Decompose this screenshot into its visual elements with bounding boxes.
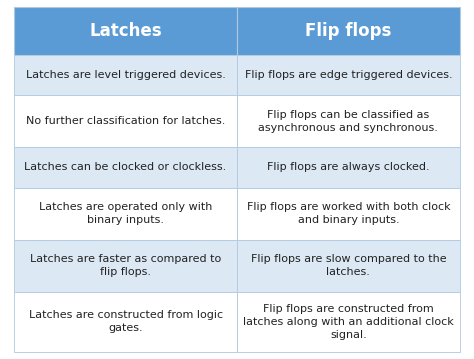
Text: Flip flops are constructed from
latches along with an additional clock
signal.: Flip flops are constructed from latches … bbox=[243, 304, 454, 340]
Text: Latches: Latches bbox=[89, 22, 162, 40]
FancyBboxPatch shape bbox=[237, 239, 460, 292]
FancyBboxPatch shape bbox=[237, 55, 460, 95]
FancyBboxPatch shape bbox=[237, 187, 460, 239]
FancyBboxPatch shape bbox=[237, 292, 460, 352]
Text: Flip flops are slow compared to the
latches.: Flip flops are slow compared to the latc… bbox=[251, 254, 446, 277]
Text: Latches are level triggered devices.: Latches are level triggered devices. bbox=[26, 70, 226, 80]
FancyBboxPatch shape bbox=[14, 7, 237, 55]
Text: Latches can be clocked or clockless.: Latches can be clocked or clockless. bbox=[25, 163, 227, 172]
FancyBboxPatch shape bbox=[14, 148, 237, 187]
FancyBboxPatch shape bbox=[14, 187, 237, 239]
Text: No further classification for latches.: No further classification for latches. bbox=[26, 116, 225, 126]
Text: Latches are faster as compared to
flip flops.: Latches are faster as compared to flip f… bbox=[30, 254, 221, 277]
FancyBboxPatch shape bbox=[14, 95, 237, 148]
Text: Flip flops are always clocked.: Flip flops are always clocked. bbox=[267, 163, 430, 172]
Text: Flip flops: Flip flops bbox=[305, 22, 392, 40]
Text: Flip flops are worked with both clock
and binary inputs.: Flip flops are worked with both clock an… bbox=[246, 202, 450, 225]
FancyBboxPatch shape bbox=[14, 239, 237, 292]
Text: Flip flops can be classified as
asynchronous and synchronous.: Flip flops can be classified as asynchro… bbox=[258, 110, 438, 133]
Text: Latches are constructed from logic
gates.: Latches are constructed from logic gates… bbox=[28, 311, 223, 333]
Text: Flip flops are edge triggered devices.: Flip flops are edge triggered devices. bbox=[245, 70, 452, 80]
Text: Latches are operated only with
binary inputs.: Latches are operated only with binary in… bbox=[39, 202, 212, 225]
FancyBboxPatch shape bbox=[237, 148, 460, 187]
FancyBboxPatch shape bbox=[237, 95, 460, 148]
FancyBboxPatch shape bbox=[14, 55, 237, 95]
FancyBboxPatch shape bbox=[14, 292, 237, 352]
FancyBboxPatch shape bbox=[237, 7, 460, 55]
